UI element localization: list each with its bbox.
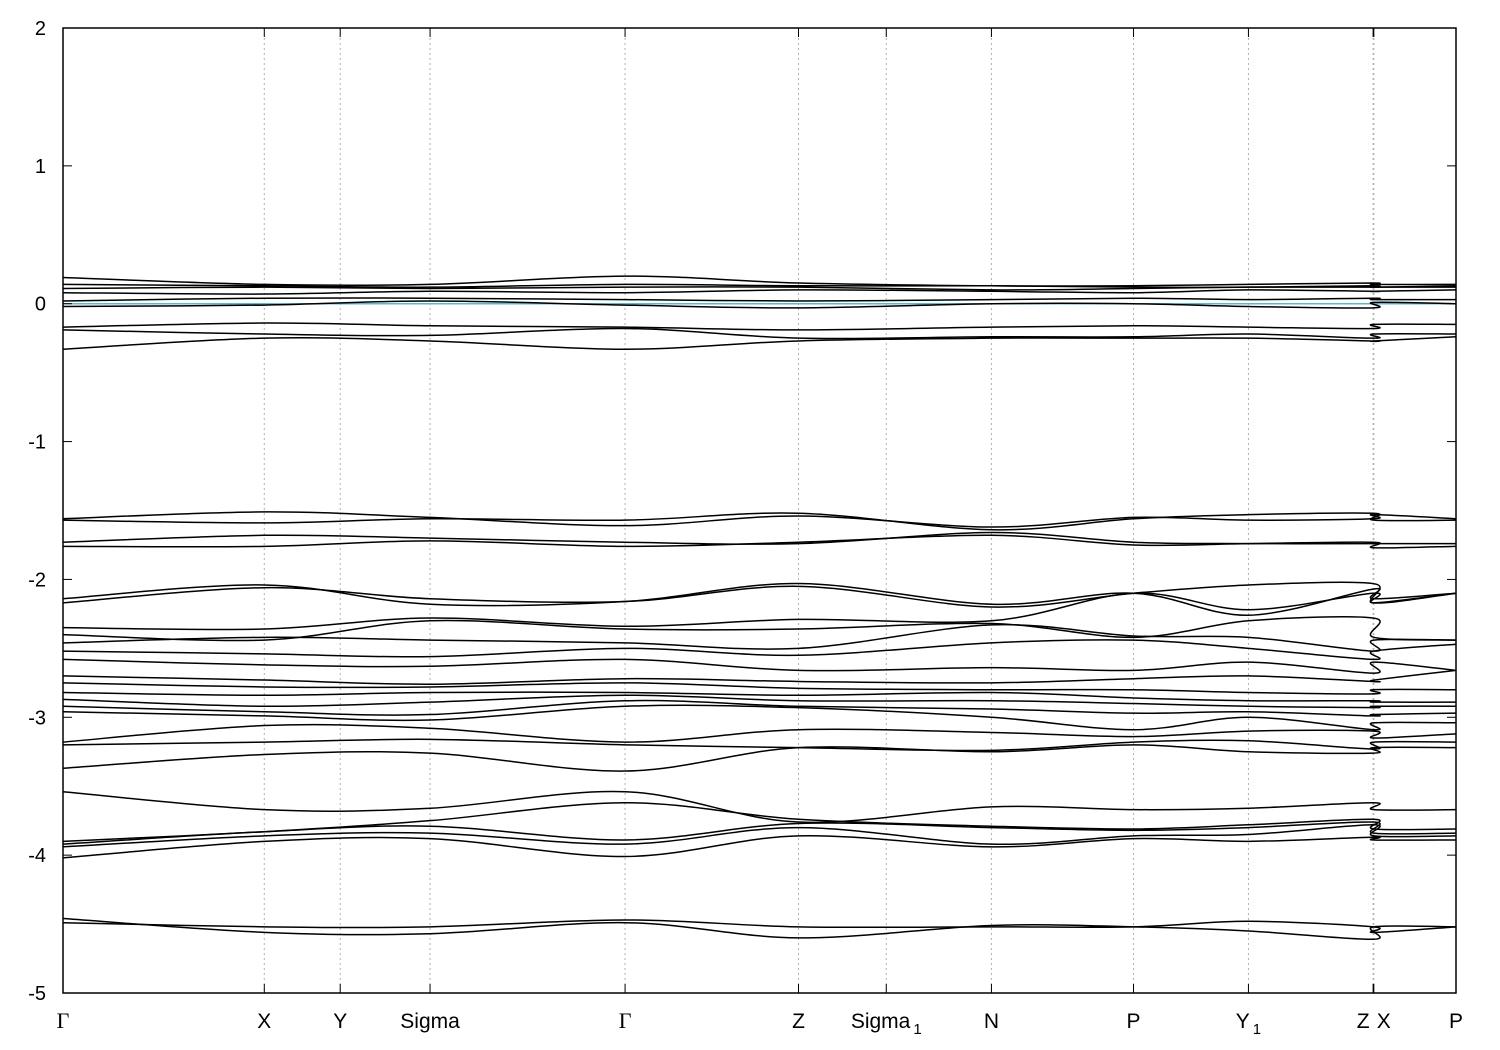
y-tick-label: -3 <box>28 707 46 729</box>
x-axis-labels: Γ X Y Sigma Γ Z Sigma 1 N P Y 1 Z X P <box>57 28 1463 1038</box>
y-tick-label: -2 <box>28 569 46 591</box>
band-line <box>62 592 1457 631</box>
band-line <box>62 790 1457 824</box>
band-line <box>62 300 1457 309</box>
kpoint-label: Sigma <box>400 1010 460 1033</box>
kpoint-label: P <box>1127 1010 1141 1033</box>
kpoint-label: Γ <box>57 1008 70 1033</box>
kpoint-label: P <box>1449 1010 1463 1033</box>
kpoint-label: Y <box>333 1010 347 1033</box>
band-line <box>62 639 1457 661</box>
band-line <box>62 327 1457 340</box>
band-line <box>62 917 1457 941</box>
y-tick-label: -5 <box>28 983 46 1005</box>
y-tick-label: 0 <box>35 294 46 316</box>
band-line <box>62 322 1457 331</box>
band-line <box>62 336 1457 350</box>
band-line <box>62 723 1457 743</box>
y-tick-label: -1 <box>28 432 46 454</box>
y-tick-label: 1 <box>35 156 46 178</box>
plot-frame <box>62 27 1457 994</box>
band-line <box>62 297 1457 302</box>
kpoint-label: Γ <box>619 1008 632 1033</box>
grid-lines <box>263 28 1375 993</box>
band-line <box>62 834 1457 859</box>
y-tick-label: -4 <box>28 845 46 867</box>
band-line <box>62 744 1457 772</box>
y-tick-label: 2 <box>35 18 46 40</box>
band-line <box>62 669 1457 685</box>
band-line <box>62 694 1457 709</box>
kpoint-label: X <box>1377 1010 1391 1033</box>
band-line <box>62 623 1457 652</box>
band-line <box>62 738 1457 752</box>
bands <box>62 275 1457 941</box>
band-line <box>62 699 1457 717</box>
kpoint-label: Z <box>792 1010 805 1033</box>
band-line <box>62 682 1457 695</box>
band-line <box>62 289 1457 295</box>
band-line <box>62 691 1457 703</box>
kpoint-label: N <box>984 1010 999 1033</box>
band-line <box>62 704 1457 731</box>
band-line <box>62 511 1457 528</box>
band-line <box>62 531 1456 545</box>
kpoint-label: Z <box>1357 1010 1370 1033</box>
band-line <box>62 824 1457 848</box>
band-line <box>62 275 1457 287</box>
band-line <box>62 658 1457 674</box>
y-axis-ticks: -5 -4 -3 -2 -1 0 1 2 <box>28 18 1456 1005</box>
band-line <box>62 582 1457 617</box>
band-line <box>62 821 1457 845</box>
kpoint-label: Sigma 1 <box>851 1010 922 1038</box>
band-line <box>62 616 1457 642</box>
band-line <box>62 283 1457 289</box>
kpoint-label: X <box>257 1010 271 1033</box>
band-line <box>62 581 1457 608</box>
